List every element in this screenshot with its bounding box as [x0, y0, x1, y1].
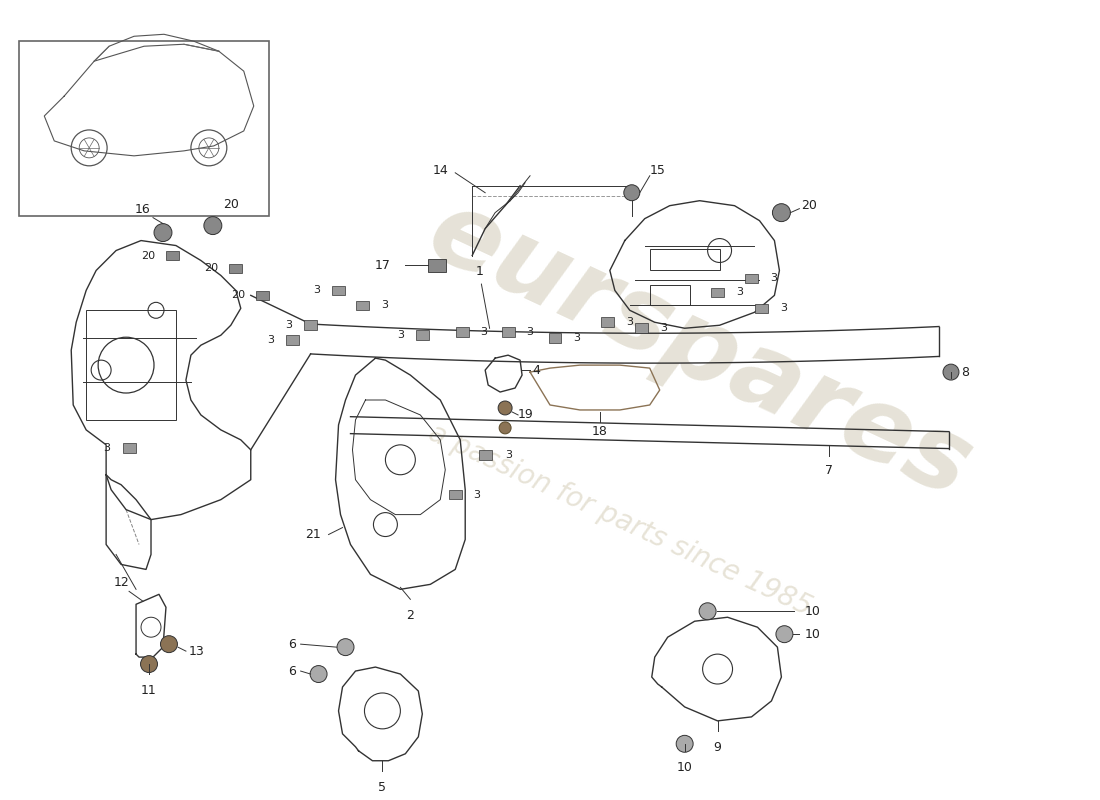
Text: 2: 2 — [406, 610, 415, 622]
Text: 10: 10 — [804, 605, 821, 618]
Text: 21: 21 — [305, 528, 320, 541]
Text: 3: 3 — [527, 327, 534, 338]
Bar — [286, 335, 299, 345]
Bar — [166, 250, 179, 260]
Text: 3: 3 — [736, 287, 743, 298]
Circle shape — [499, 422, 512, 434]
Bar — [86, 310, 176, 420]
Text: 16: 16 — [135, 202, 151, 216]
Circle shape — [310, 666, 327, 682]
Text: eurspares: eurspares — [412, 180, 987, 520]
Text: a passion for parts since 1985: a passion for parts since 1985 — [424, 418, 816, 621]
Circle shape — [943, 364, 959, 380]
Bar — [332, 286, 345, 295]
Text: 11: 11 — [141, 684, 157, 697]
Text: 5: 5 — [378, 781, 386, 794]
Bar — [449, 490, 462, 499]
Bar — [478, 450, 492, 459]
Bar — [650, 249, 719, 270]
Circle shape — [154, 224, 172, 242]
Circle shape — [676, 735, 693, 752]
Text: 6: 6 — [288, 665, 296, 678]
Bar — [711, 287, 724, 297]
Text: 20: 20 — [223, 198, 239, 210]
Text: 3: 3 — [397, 330, 404, 340]
Text: 13: 13 — [189, 645, 205, 658]
Text: 14: 14 — [432, 164, 448, 178]
Text: 17: 17 — [374, 259, 390, 272]
Bar — [650, 286, 690, 306]
Circle shape — [772, 204, 791, 222]
Text: 10: 10 — [804, 628, 821, 641]
Circle shape — [337, 638, 354, 656]
Circle shape — [141, 656, 157, 673]
Bar — [602, 318, 614, 327]
Bar — [304, 321, 317, 330]
Text: 1: 1 — [475, 266, 490, 329]
Text: 20: 20 — [231, 290, 245, 300]
Bar — [549, 334, 561, 343]
Bar — [636, 323, 648, 333]
Bar — [745, 274, 758, 283]
Bar — [229, 264, 242, 274]
Text: 3: 3 — [626, 318, 634, 327]
Text: 15: 15 — [650, 164, 666, 178]
Text: 12: 12 — [113, 576, 129, 590]
Bar — [755, 303, 768, 313]
Bar — [122, 443, 135, 453]
Text: 3: 3 — [505, 450, 513, 460]
Text: 18: 18 — [592, 425, 608, 438]
Text: 3: 3 — [573, 334, 581, 343]
Text: 3: 3 — [481, 327, 487, 338]
Bar — [502, 327, 515, 337]
Text: 3: 3 — [780, 303, 786, 314]
Text: 3: 3 — [474, 490, 481, 500]
Bar — [428, 259, 447, 273]
Text: 3: 3 — [770, 274, 777, 283]
Bar — [416, 330, 429, 340]
Circle shape — [776, 626, 793, 642]
Text: 10: 10 — [676, 761, 693, 774]
Text: 20: 20 — [204, 263, 218, 274]
Bar — [356, 301, 369, 310]
Circle shape — [498, 401, 513, 415]
Text: 7: 7 — [825, 463, 834, 477]
Bar — [455, 327, 469, 337]
Text: 6: 6 — [288, 638, 296, 650]
Text: 20: 20 — [141, 250, 155, 261]
Text: 3: 3 — [660, 323, 668, 334]
Text: 3: 3 — [381, 300, 388, 310]
Text: 3: 3 — [285, 320, 293, 330]
Circle shape — [624, 185, 640, 201]
Text: 3: 3 — [314, 286, 320, 295]
Bar — [20, 42, 268, 216]
Text: 8: 8 — [961, 366, 969, 378]
Text: 4: 4 — [532, 364, 540, 377]
Text: 9: 9 — [714, 741, 722, 754]
Text: 3: 3 — [103, 443, 111, 453]
Text: 20: 20 — [802, 199, 817, 212]
Text: 3: 3 — [267, 335, 274, 346]
Bar — [256, 290, 270, 300]
Circle shape — [700, 602, 716, 620]
Text: 19: 19 — [518, 409, 534, 422]
Circle shape — [161, 636, 177, 653]
Circle shape — [204, 217, 222, 234]
